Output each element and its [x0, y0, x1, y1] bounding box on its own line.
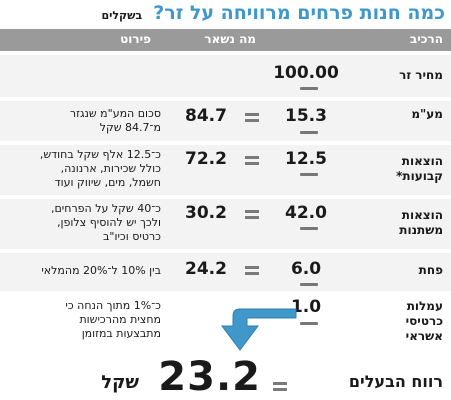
table-row: מחיר זר 100.00 — [0, 55, 451, 101]
title-main: כמה חנות פרחים מרוויחה על זר? — [153, 2, 445, 24]
detail-line: מ־84.7 שקל — [99, 121, 161, 134]
table-row: מע"מ 15.3 84.7 סכום המע"מ שנגזר מ־84.7 ש… — [0, 101, 451, 145]
row-component: הוצאות משתנות — [385, 208, 443, 238]
detail-line: בין 10% ל־20% מהמלאי — [41, 264, 161, 277]
row-dash — [300, 87, 318, 90]
row-component-text: הוצאות משתנות — [399, 208, 443, 237]
row-left-value: 24.2 — [185, 259, 227, 279]
detail-line: כ־12.5 אלף שקל בחודש, — [39, 148, 161, 161]
row-divider — [0, 195, 451, 199]
detail-line: כולל שכירות, ארנונה, — [60, 162, 161, 175]
row-divider — [0, 97, 451, 101]
row-divider — [0, 249, 451, 253]
row-paid-value: 1.0 — [290, 297, 322, 317]
row-component: עמלות כרטיסי אשראי — [391, 299, 443, 344]
row-paid-value: 15.3 — [285, 106, 327, 126]
equals-icon — [245, 109, 261, 127]
owner-profit-value: 23.2 — [158, 354, 261, 400]
header-component: הרכיב — [409, 32, 443, 46]
row-details: כ־40 שקל על הפרחים, ולכך יש להוסיף צלופן… — [11, 202, 161, 244]
row-paid-value: 6.0 — [290, 259, 322, 279]
row-details: סכום המע"מ שנגזר מ־84.7 שקל — [11, 107, 161, 135]
header-remaining: מה נשאר — [204, 32, 256, 46]
equals-icon — [245, 262, 261, 280]
equals-icon — [273, 380, 289, 396]
detail-line: מחצית מהרכישות — [79, 313, 161, 326]
row-details: כ־12.5 אלף שקל בחודש, כולל שכירות, ארנונ… — [11, 148, 161, 190]
row-dash — [300, 131, 318, 134]
detail-line: כרטיס וכיו"ב — [103, 230, 161, 243]
row-dash — [300, 227, 318, 230]
detail-line: חשמל, מים, שיווק ועוד — [54, 176, 161, 189]
row-component: הוצאות קבועות* — [381, 154, 443, 184]
row-component: מע"מ — [411, 107, 443, 121]
row-component-text: הוצאות קבועות* — [396, 154, 443, 183]
detail-line: ולכך יש להוסיף צלופן, — [57, 216, 161, 229]
table-row: הוצאות קבועות* 12.5 72.2 כ־12.5 אלף שקל … — [0, 145, 451, 199]
infographic-title: כמה חנות פרחים מרוויחה על זר? בשקלים — [0, 2, 445, 28]
table-row: פחת 6.0 24.2 בין 10% ל־20% מהמלאי — [0, 253, 451, 295]
row-details: כ־1% מתוך הנחה כי מחצית מהרכישות מתבצעות… — [11, 299, 161, 341]
row-divider — [0, 291, 451, 295]
detail-line: כ־40 שקל על הפרחים, — [51, 202, 161, 215]
equals-icon — [245, 152, 261, 170]
row-dash — [300, 322, 318, 325]
row-left-value: 30.2 — [185, 203, 227, 223]
title-unit: בשקלים — [101, 9, 143, 22]
row-dash — [300, 283, 318, 286]
row-paid-value: 100.00 — [273, 63, 339, 83]
row-paid-value: 12.5 — [285, 149, 327, 169]
row-divider — [0, 141, 451, 145]
owner-profit-unit: שקל — [101, 372, 139, 393]
row-paid-value: 42.0 — [285, 203, 327, 223]
detail-line: מתבצעות במזומן — [81, 327, 161, 340]
table-header: הרכיב מה נשאר פירוט — [0, 29, 451, 51]
detail-line: סכום המע"מ שנגזר — [69, 107, 161, 120]
row-details: בין 10% ל־20% מהמלאי — [11, 264, 161, 278]
header-details: פירוט — [120, 32, 151, 46]
down-arrow-icon — [221, 308, 297, 351]
row-component-text: עמלות כרטיסי אשראי — [405, 299, 443, 343]
equals-icon — [245, 206, 261, 224]
row-component: פחת — [418, 263, 443, 277]
table-row: עמלות כרטיסי אשראי 1.0 כ־1% מתוך הנחה כי… — [0, 295, 451, 351]
row-dash — [300, 173, 318, 176]
row-left-value: 84.7 — [185, 106, 227, 126]
owner-profit-label: רווח הבעלים — [348, 372, 443, 391]
row-component: מחיר זר — [399, 68, 443, 82]
row-left-value: 72.2 — [185, 149, 227, 169]
table-row: הוצאות משתנות 42.0 30.2 כ־40 שקל על הפרח… — [0, 199, 451, 253]
detail-line: כ־1% מתוך הנחה כי — [65, 299, 161, 312]
